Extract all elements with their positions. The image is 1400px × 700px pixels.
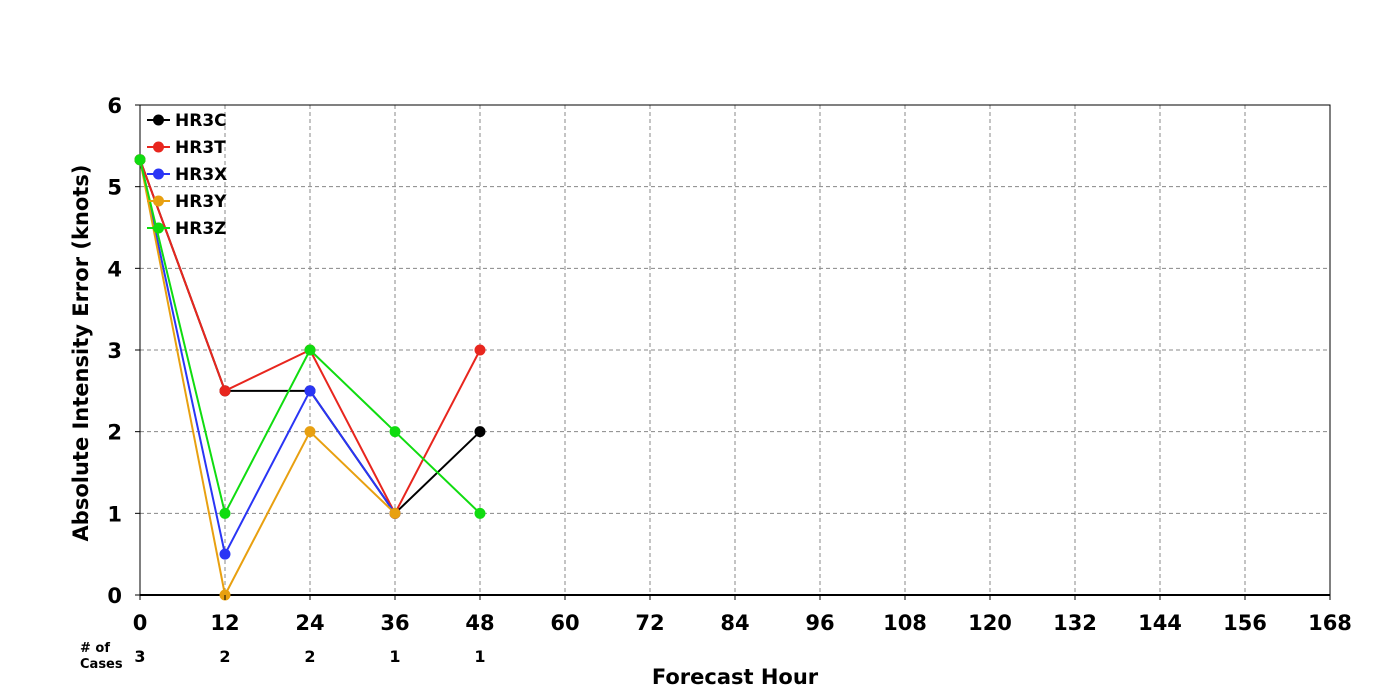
x-tick-label: 96 [805, 611, 834, 635]
legend-marker-hr3z [153, 222, 164, 234]
cases-label-line2: Cases [80, 657, 123, 672]
cases-count: 1 [389, 647, 400, 666]
cases-count: 3 [134, 647, 145, 666]
x-tick-label: 24 [295, 611, 324, 635]
data-point-hr3z [134, 154, 146, 166]
x-tick-label: 36 [380, 611, 409, 635]
data-point-hr3c [474, 426, 486, 438]
legend-label-hr3z: HR3Z [175, 219, 226, 239]
data-point-hr3z [304, 344, 316, 356]
legend: HR3C HR3T HR3X HR3Y HR3Z [147, 111, 227, 239]
x-tick-label: 12 [210, 611, 239, 635]
legend-marker-hr3c [153, 114, 164, 126]
y-tick-label: 3 [107, 339, 122, 363]
legend-label-hr3x: HR3X [175, 165, 227, 185]
y-tick-label: 6 [107, 94, 122, 118]
x-tick-labels: 0 12 24 36 48 60 72 84 96 108 120 132 144 156 168 [133, 595, 1352, 635]
y-tick-label: 4 [107, 257, 122, 281]
cases-count: 1 [474, 647, 485, 666]
legend-label-hr3c: HR3C [175, 111, 227, 131]
y-tick-label: 0 [107, 584, 122, 608]
x-tick-label: 48 [465, 611, 494, 635]
x-tick-label: 132 [1053, 611, 1097, 635]
data-point-hr3z [389, 426, 401, 438]
series-line-hr3x [139, 159, 396, 556]
data-point-hr3x [304, 385, 316, 397]
y-axis-title: Absolute Intensity Error (knots) [69, 165, 93, 542]
data-point-hr3y [304, 426, 316, 438]
x-tick-label: 0 [133, 611, 148, 635]
x-tick-label: 60 [550, 611, 579, 635]
data-point-hr3t [219, 385, 231, 397]
data-point-hr3y [389, 507, 401, 519]
data-point-hr3z [474, 507, 486, 519]
cases-row: # of Cases 3 2 2 1 1 [80, 641, 486, 672]
cases-count: 2 [219, 647, 230, 666]
data-point-hr3x [219, 548, 231, 560]
x-tick-label: 108 [883, 611, 927, 635]
x-tick-label: 72 [635, 611, 664, 635]
cases-count: 2 [304, 647, 315, 666]
y-tick-label: 2 [107, 421, 122, 445]
y-tick-labels: 0 1 2 3 4 5 6 [107, 94, 140, 608]
x-axis-title: Forecast Hour [652, 665, 819, 689]
data-point-hr3t [474, 344, 486, 356]
legend-marker-hr3x [153, 168, 164, 180]
series-line-hr3y [139, 159, 396, 596]
x-tick-label: 156 [1223, 611, 1267, 635]
y-tick-label: 5 [107, 176, 122, 200]
legend-label-hr3y: HR3Y [175, 192, 227, 212]
x-tick-label: 168 [1308, 611, 1352, 635]
cases-label-line1: # of [80, 641, 110, 656]
legend-label-hr3t: HR3T [175, 138, 226, 158]
series-layer [134, 154, 486, 601]
data-point-hr3z [219, 507, 231, 519]
grid [140, 105, 1330, 595]
x-tick-label: 120 [968, 611, 1012, 635]
legend-marker-hr3y [153, 195, 164, 207]
legend-marker-hr3t [153, 141, 164, 153]
y-tick-label: 1 [107, 502, 122, 526]
x-tick-label: 84 [720, 611, 749, 635]
x-tick-label: 144 [1138, 611, 1182, 635]
